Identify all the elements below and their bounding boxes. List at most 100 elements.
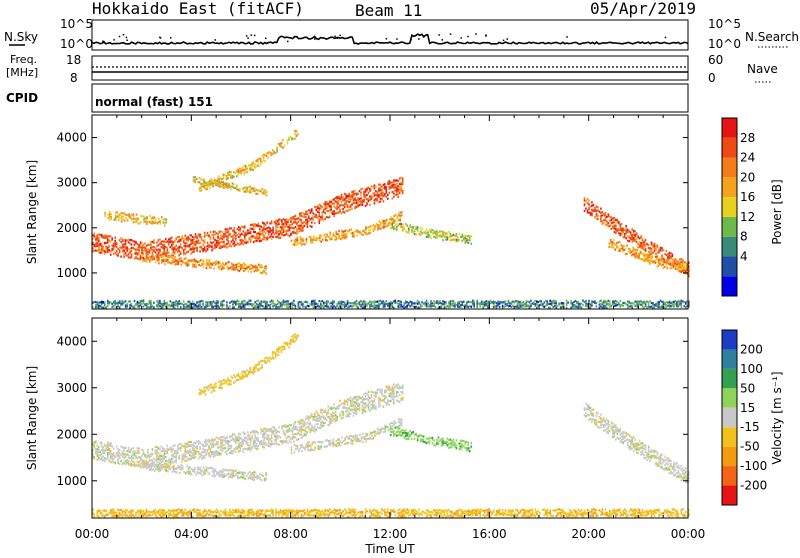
echo-cell bbox=[278, 426, 280, 428]
echo-cell bbox=[248, 303, 250, 305]
echo-cell bbox=[388, 225, 390, 227]
echo-cell bbox=[101, 457, 103, 459]
echo-cell bbox=[426, 305, 428, 307]
echo-cell bbox=[313, 302, 315, 304]
echo-cell bbox=[500, 301, 502, 303]
echo-cell bbox=[121, 221, 123, 223]
echo-cell bbox=[223, 187, 225, 189]
echo-cell bbox=[375, 186, 377, 188]
echo-cell bbox=[596, 218, 598, 220]
echo-cell bbox=[173, 455, 175, 457]
echo-cell bbox=[200, 178, 202, 180]
echo-cell bbox=[238, 443, 240, 445]
echo-cell bbox=[380, 189, 382, 191]
echo-cell bbox=[202, 243, 204, 245]
echo-cell bbox=[338, 200, 340, 202]
echo-cell bbox=[369, 304, 371, 306]
echo-cell bbox=[400, 182, 402, 184]
echo-cell bbox=[244, 238, 246, 240]
echo-cell bbox=[426, 303, 428, 305]
echo-cell bbox=[390, 182, 392, 184]
echo-cell bbox=[666, 250, 668, 252]
echo-cell bbox=[212, 181, 214, 183]
echo-cell bbox=[186, 251, 188, 253]
echo-cell bbox=[240, 242, 242, 244]
echo-cell bbox=[329, 209, 331, 211]
echo-cell bbox=[376, 223, 378, 225]
echo-cell bbox=[322, 217, 324, 219]
echo-cell bbox=[632, 249, 634, 251]
echo-cell bbox=[663, 301, 665, 303]
echo-cell bbox=[158, 221, 160, 223]
echo-cell bbox=[324, 206, 326, 208]
echo-cell bbox=[215, 264, 217, 266]
echo-cell bbox=[180, 246, 182, 248]
echo-cell bbox=[95, 306, 97, 308]
echo-cell bbox=[115, 217, 117, 219]
echo-cell bbox=[116, 246, 118, 248]
echo-cell bbox=[386, 303, 388, 305]
echo-cell bbox=[299, 427, 301, 429]
echo-cell bbox=[237, 448, 239, 450]
echo-cell bbox=[107, 305, 109, 307]
echo-cell bbox=[640, 251, 642, 253]
echo-cell bbox=[529, 307, 531, 309]
echo-cell bbox=[158, 258, 160, 260]
echo-cell bbox=[408, 228, 410, 230]
echo-cell bbox=[214, 239, 216, 241]
echo-cell bbox=[622, 250, 624, 252]
echo-cell bbox=[146, 257, 148, 259]
echo-cell bbox=[108, 249, 110, 251]
echo-cell bbox=[329, 215, 331, 217]
echo-cell bbox=[97, 304, 99, 306]
echo-cell bbox=[208, 305, 210, 307]
echo-cell bbox=[377, 224, 379, 226]
echo-cell bbox=[296, 130, 298, 132]
echo-cell bbox=[289, 229, 291, 231]
echo-cell bbox=[193, 454, 195, 456]
echo-cell bbox=[208, 453, 210, 455]
echo-cell bbox=[585, 300, 587, 302]
echo-cell bbox=[217, 441, 219, 443]
echo-cell bbox=[202, 448, 204, 450]
echo-cell bbox=[544, 306, 546, 308]
echo-cell bbox=[238, 233, 240, 235]
echo-cell bbox=[98, 244, 100, 246]
echo-cell bbox=[228, 448, 230, 450]
echo-cell bbox=[329, 418, 331, 420]
echo-cell bbox=[161, 246, 163, 248]
echo-cell bbox=[151, 256, 153, 258]
echo-cell bbox=[198, 261, 200, 263]
echo-cell bbox=[245, 268, 247, 270]
echo-cell bbox=[616, 245, 618, 247]
echo-cell bbox=[505, 303, 507, 305]
echo-cell bbox=[421, 301, 423, 303]
echo-cell bbox=[167, 259, 169, 261]
echo-cell bbox=[280, 230, 282, 232]
echo-cell bbox=[622, 231, 624, 233]
echo-cell bbox=[482, 306, 484, 308]
echo-cell bbox=[228, 267, 230, 269]
noise-search-dot bbox=[170, 37, 172, 39]
echo-cell bbox=[439, 235, 441, 237]
echo-cell bbox=[602, 220, 604, 222]
echo-cell bbox=[330, 420, 332, 422]
echo-cell bbox=[205, 234, 207, 236]
echo-cell bbox=[281, 304, 283, 306]
echo-cell bbox=[424, 304, 426, 306]
echo-cell bbox=[666, 254, 668, 256]
echo-cell bbox=[638, 257, 640, 259]
echo-cell bbox=[594, 207, 596, 209]
echo-cell bbox=[143, 244, 145, 246]
echo-cell bbox=[662, 259, 664, 261]
echo-cell bbox=[167, 450, 169, 452]
echo-cell bbox=[227, 267, 229, 269]
echo-cell bbox=[134, 248, 136, 250]
echo-cell bbox=[232, 186, 234, 188]
echo-cell bbox=[304, 423, 306, 425]
echo-cell bbox=[400, 223, 402, 225]
echo-cell bbox=[450, 239, 452, 241]
echo-cell bbox=[344, 230, 346, 232]
echo-cell bbox=[646, 258, 648, 260]
echo-cell bbox=[549, 300, 551, 302]
